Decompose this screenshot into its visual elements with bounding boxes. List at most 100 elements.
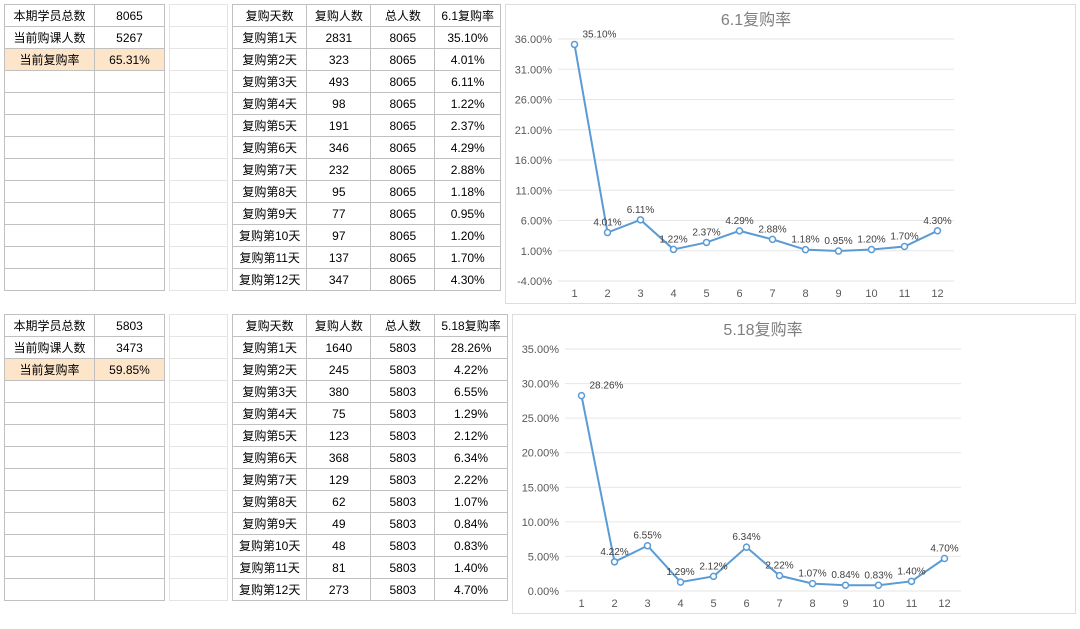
table-row: 复购第5天12358032.12% xyxy=(233,425,508,447)
empty-row xyxy=(5,469,165,491)
repurchase-table: 复购天数复购人数总人数5.18复购率复购第1天1640580328.26%复购第… xyxy=(232,314,508,601)
table-cell: 493 xyxy=(307,71,371,93)
data-point xyxy=(776,573,782,579)
x-tick-label: 2 xyxy=(611,598,617,610)
y-tick-label: 21.00% xyxy=(515,125,553,137)
table-header-cell: 复购天数 xyxy=(233,5,307,27)
empty-cell xyxy=(170,181,228,203)
table-cell: 复购第5天 xyxy=(233,115,307,137)
empty-cell xyxy=(170,115,228,137)
table-cell: 8065 xyxy=(371,269,435,291)
data-point xyxy=(941,556,947,562)
page-root: 本期学员总数8065当前购课人数5267当前复购率65.31%复购天数复购人数总… xyxy=(4,4,1076,614)
y-tick-label: 0.00% xyxy=(528,586,559,598)
y-tick-label: 30.00% xyxy=(521,379,559,391)
empty-cell xyxy=(5,557,95,579)
empty-cell xyxy=(95,181,165,203)
empty-cell xyxy=(170,381,228,403)
table-cell: 245 xyxy=(307,359,371,381)
x-tick-label: 11 xyxy=(906,598,917,610)
table-header-row: 复购天数复购人数总人数5.18复购率 xyxy=(233,315,508,337)
empty-cell xyxy=(5,159,95,181)
empty-cell xyxy=(5,425,95,447)
empty-cell xyxy=(170,247,228,269)
data-point xyxy=(908,578,914,584)
x-tick-label: 8 xyxy=(802,288,808,300)
table-cell: 97 xyxy=(307,225,371,247)
table-cell: 1.70% xyxy=(435,247,501,269)
empty-cell xyxy=(5,381,95,403)
table-cell: 1640 xyxy=(307,337,371,359)
table-cell: 1.40% xyxy=(435,557,507,579)
empty-row xyxy=(5,115,165,137)
table-row: 复购第1天2831806535.10% xyxy=(233,27,501,49)
empty-cell xyxy=(5,71,95,93)
table-cell: 8065 xyxy=(371,115,435,137)
chart-grid: -4.00%1.00%6.00%11.00%16.00%21.00%26.00%… xyxy=(515,34,954,288)
summary-row: 当前购课人数5267 xyxy=(5,27,165,49)
dashboard-section: 本期学员总数8065当前购课人数5267当前复购率65.31%复购天数复购人数总… xyxy=(4,4,1076,304)
table-cell: 4.29% xyxy=(435,137,501,159)
data-point xyxy=(803,247,809,253)
data-point xyxy=(578,393,584,399)
summary-row: 当前复购率59.85% xyxy=(5,359,165,381)
table-header-cell: 6.1复购率 xyxy=(435,5,501,27)
table-cell: 2.88% xyxy=(435,159,501,181)
data-label: 1.20% xyxy=(857,235,885,246)
data-point xyxy=(743,544,749,550)
empty-cell xyxy=(170,269,228,291)
x-tick-label: 12 xyxy=(938,598,950,610)
empty-cell xyxy=(170,579,228,601)
table-cell: 5803 xyxy=(371,535,435,557)
y-tick-label: 25.00% xyxy=(521,413,559,425)
empty-row xyxy=(5,181,165,203)
data-label: 6.11% xyxy=(627,205,655,216)
table-row: 复购第2天32380654.01% xyxy=(233,49,501,71)
data-point xyxy=(875,582,881,588)
table-cell: 273 xyxy=(307,579,371,601)
empty-row xyxy=(5,247,165,269)
table-cell: 复购第4天 xyxy=(233,403,307,425)
table-row: 复购第11天13780651.70% xyxy=(233,247,501,269)
data-label: 2.37% xyxy=(692,227,720,238)
table-row: 复购第12天34780654.30% xyxy=(233,269,501,291)
x-tick-label: 9 xyxy=(842,598,848,610)
empty-row xyxy=(5,425,165,447)
table-row: 复购第3天38058036.55% xyxy=(233,381,508,403)
table-header-row: 复购天数复购人数总人数6.1复购率 xyxy=(233,5,501,27)
table-cell: 77 xyxy=(307,203,371,225)
summary-value: 59.85% xyxy=(95,359,165,381)
empty-cell xyxy=(95,203,165,225)
empty-cell xyxy=(170,469,228,491)
data-point xyxy=(605,230,611,236)
empty-cell xyxy=(5,115,95,137)
empty-cell xyxy=(95,71,165,93)
data-label: 0.95% xyxy=(824,236,852,247)
table-cell: 98 xyxy=(307,93,371,115)
data-point xyxy=(710,573,716,579)
table-cell: 复购第10天 xyxy=(233,535,307,557)
dashboard-section: 本期学员总数5803当前购课人数3473当前复购率59.85%复购天数复购人数总… xyxy=(4,314,1076,614)
empty-cell xyxy=(95,403,165,425)
table-cell: 8065 xyxy=(371,225,435,247)
data-label: 4.22% xyxy=(600,547,628,558)
y-tick-label: 16.00% xyxy=(515,155,553,167)
empty-cell xyxy=(95,93,165,115)
table-cell: 8065 xyxy=(371,93,435,115)
data-label: 1.40% xyxy=(897,566,925,577)
empty-row xyxy=(5,491,165,513)
table-cell: 复购第11天 xyxy=(233,557,307,579)
table-cell: 复购第9天 xyxy=(233,203,307,225)
data-label: 1.07% xyxy=(798,569,826,580)
table-header-cell: 复购人数 xyxy=(307,5,371,27)
x-tick-label: 5 xyxy=(703,288,709,300)
summary-label: 当前购课人数 xyxy=(5,27,95,49)
x-tick-label: 3 xyxy=(637,288,643,300)
empty-cell xyxy=(95,269,165,291)
empty-cell xyxy=(5,203,95,225)
x-tick-label: 7 xyxy=(769,288,775,300)
empty-cell xyxy=(95,557,165,579)
x-tick-label: 8 xyxy=(809,598,815,610)
empty-cell xyxy=(5,269,95,291)
y-tick-label: 11.00% xyxy=(516,185,553,197)
